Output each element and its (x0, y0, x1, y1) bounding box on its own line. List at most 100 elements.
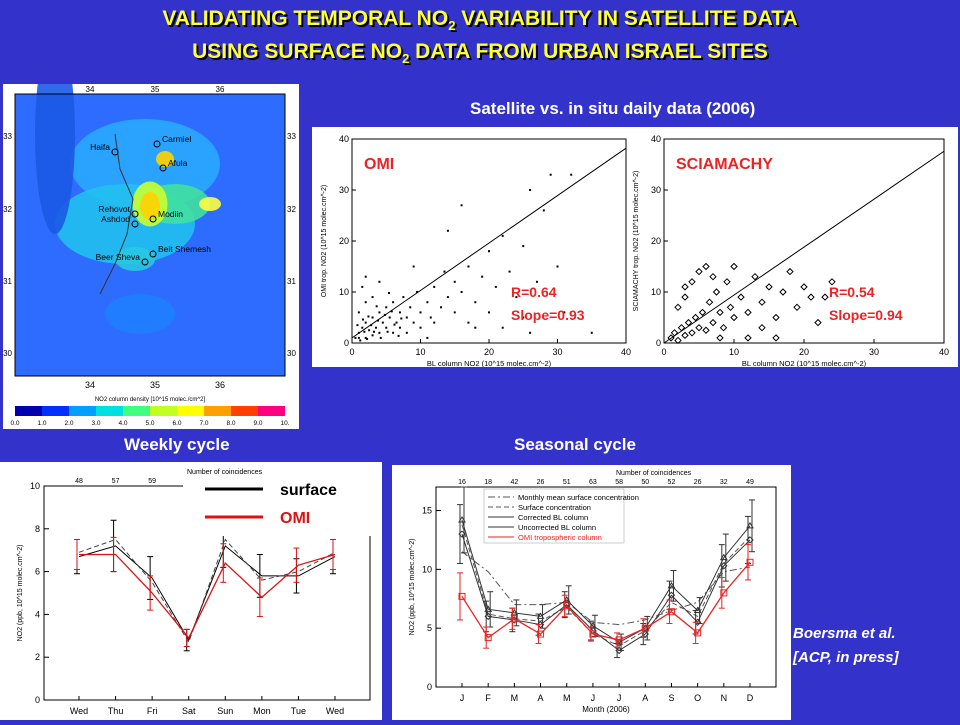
data-point (691, 313, 700, 322)
citation-journal: [ACP, in press] (793, 649, 899, 666)
data-marker (667, 581, 676, 589)
x-tick-label: M (511, 693, 519, 703)
data-marker (589, 630, 597, 638)
stat-r: R=0.54 (829, 284, 875, 300)
data-point (821, 293, 829, 301)
series-line (461, 533, 751, 652)
data-point (426, 301, 429, 304)
data-point (758, 298, 766, 306)
map-tick-label: 31 (3, 277, 12, 286)
colorbar-swatch (231, 406, 258, 416)
data-point (563, 311, 566, 314)
series (461, 551, 751, 626)
data-point (433, 321, 436, 324)
data-marker (615, 636, 623, 644)
x-axis-label: BL column NO2 (10^15 molec.cm^-2) (427, 359, 552, 367)
data-point (433, 285, 436, 288)
y-tick-label: 30 (339, 185, 349, 195)
map-no2-region (35, 34, 75, 234)
y-axis-label: SCIAMACHY trop. NO2 (10^15 molec.cm^-2) (633, 171, 640, 312)
y-tick-label: 5 (427, 623, 432, 633)
y-tick-label: 0 (344, 338, 349, 348)
legend-label: OMI tropospheric column (518, 533, 602, 542)
data-point (494, 285, 497, 288)
data-point (398, 326, 401, 329)
y-axis-label: NO2 (ppb, 10^15 molec.cm^-2) (17, 545, 24, 642)
x-tick-label: 10 (415, 347, 425, 357)
x-tick-label: Sat (182, 706, 196, 716)
x-tick-label: A (538, 693, 544, 703)
data-marker (615, 638, 623, 645)
data-point (359, 339, 362, 342)
data-point (393, 323, 396, 326)
map-tick-label: 30 (287, 349, 296, 358)
data-point (402, 296, 405, 299)
data-point (416, 291, 419, 293)
site-marker (141, 258, 149, 266)
x-axis-label: BL column NO2 (10^15 molec.cm^-2) (742, 359, 867, 367)
data-point (364, 321, 367, 324)
scatter-panel: 0 10 20 30 40 0 10 20 30 40 BL column NO2 (10^15 m… (312, 127, 958, 368)
data-point (529, 331, 532, 334)
data-point (730, 262, 738, 271)
series-line (461, 561, 751, 641)
data-marker (694, 629, 702, 637)
legend-box (483, 488, 625, 544)
y-tick-label: 4 (35, 609, 40, 619)
colorbar-tick: 0.0 (10, 420, 19, 427)
data-point (702, 262, 710, 271)
stat-slope: Slope=0.93 (511, 307, 585, 323)
colorbar-label: NO2 column density [10^15 molec./cm^2] (95, 397, 206, 403)
panel-label: SCIAMACHY (676, 156, 773, 173)
data-marker (693, 606, 702, 614)
data-point (364, 336, 367, 339)
colorbar-swatch (96, 406, 123, 416)
data-marker (667, 608, 675, 616)
data-point (488, 311, 490, 314)
legend-label: Corrected BL column (518, 513, 588, 522)
y-tick-label: 0 (656, 338, 661, 348)
coastline (99, 133, 134, 295)
map-tick-label: 31 (287, 277, 296, 286)
data-point (695, 267, 703, 276)
data-point (412, 265, 415, 268)
colorbar-tick: 5.0 (145, 420, 154, 427)
coincidence-count: 63 (589, 479, 597, 486)
data-point (670, 329, 679, 337)
data-point (474, 301, 477, 304)
data-point (378, 331, 381, 334)
x-axis-label: Month (2006) (582, 705, 630, 714)
data-marker (536, 612, 545, 619)
y-axis-label: NO2 (ppb, 10^15 molec.cm^-2) (409, 539, 416, 636)
data-point (590, 331, 593, 334)
data-point (361, 318, 364, 321)
map-tick-label: 32 (287, 205, 296, 214)
site-label: Rehovot (98, 204, 130, 214)
x-tick-label: 40 (939, 347, 949, 357)
data-point (467, 265, 470, 268)
data-point (508, 270, 511, 273)
x-tick-label: 40 (621, 347, 631, 357)
x-tick-label: 20 (484, 347, 494, 357)
data-point (383, 313, 386, 316)
colorbar-tick: 2.0 (64, 420, 73, 427)
data-point (488, 250, 490, 253)
data-point (828, 278, 836, 286)
y-tick-label: 40 (651, 134, 661, 144)
site-label: Beit Shemesh (158, 244, 211, 254)
map-tick-label: 36 (216, 85, 225, 94)
data-marker (484, 605, 493, 612)
map-tick-label: 36 (215, 380, 225, 390)
data-point (709, 318, 717, 327)
x-tick-label: Fri (147, 706, 158, 716)
x-tick-label: J (460, 693, 465, 703)
data-point (371, 316, 374, 319)
data-point (354, 336, 357, 339)
data-point (392, 301, 395, 304)
data-point (392, 331, 395, 334)
data-marker (746, 521, 754, 529)
data-point (688, 278, 696, 286)
data-point (361, 285, 364, 288)
data-point (705, 298, 714, 306)
data-point (397, 334, 400, 337)
